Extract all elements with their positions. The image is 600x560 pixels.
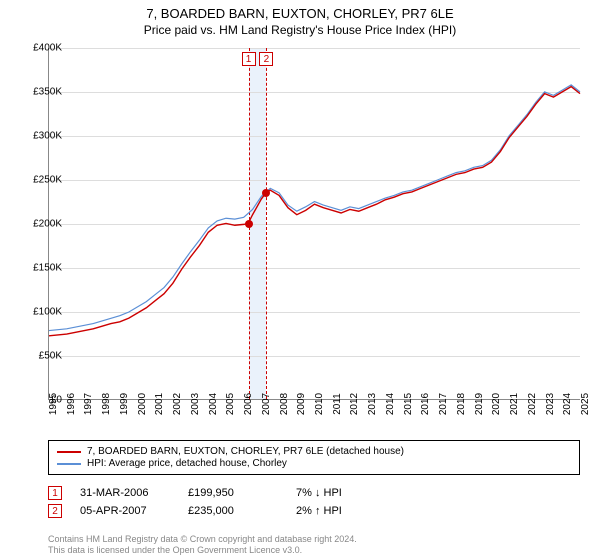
x-axis-label: 2021 <box>509 393 520 415</box>
y-axis-label: £250K <box>33 175 62 186</box>
series-hpi <box>49 85 580 331</box>
x-axis-label: 2008 <box>279 393 290 415</box>
transaction-row: 1 31-MAR-2006 £199,950 7% ↓ HPI <box>48 486 580 500</box>
x-axis-label: 2010 <box>314 393 325 415</box>
x-axis-label: 2014 <box>385 393 396 415</box>
footer-attribution: Contains HM Land Registry data © Crown c… <box>48 534 357 556</box>
x-axis-label: 2016 <box>420 393 431 415</box>
transaction-date: 05-APR-2007 <box>80 505 170 517</box>
transaction-index-box: 2 <box>48 504 62 518</box>
transaction-row: 2 05-APR-2007 £235,000 2% ↑ HPI <box>48 504 580 518</box>
x-axis-label: 2009 <box>296 393 307 415</box>
title-block: 7, BOARDED BARN, EUXTON, CHORLEY, PR7 6L… <box>0 0 600 39</box>
transaction-price: £235,000 <box>188 505 278 517</box>
transaction-dot <box>245 220 253 228</box>
x-axis-label: 2018 <box>456 393 467 415</box>
chart-subtitle: Price paid vs. HM Land Registry's House … <box>0 23 600 37</box>
footer-line-1: Contains HM Land Registry data © Crown c… <box>48 534 357 545</box>
x-axis-label: 2006 <box>243 393 254 415</box>
y-axis-label: £50K <box>39 351 62 362</box>
transaction-dot <box>262 189 270 197</box>
x-axis-label: 2002 <box>172 393 183 415</box>
y-axis-label: £150K <box>33 263 62 274</box>
series-subject <box>49 87 580 336</box>
transaction-price: £199,950 <box>188 487 278 499</box>
y-axis-label: £200K <box>33 219 62 230</box>
x-axis-label: 2023 <box>545 393 556 415</box>
footer-line-2: This data is licensed under the Open Gov… <box>48 545 357 556</box>
series-svg <box>49 48 580 399</box>
event-marker-1: 1 <box>242 52 256 66</box>
legend-swatch <box>57 463 81 465</box>
y-axis-label: £350K <box>33 87 62 98</box>
x-axis-label: 2012 <box>349 393 360 415</box>
legend-label: 7, BOARDED BARN, EUXTON, CHORLEY, PR7 6L… <box>87 446 404 457</box>
legend-label: HPI: Average price, detached house, Chor… <box>87 458 287 469</box>
transaction-delta: 2% ↑ HPI <box>296 505 386 517</box>
x-axis-label: 2024 <box>562 393 573 415</box>
transaction-index-box: 1 <box>48 486 62 500</box>
x-axis-label: 2025 <box>580 393 591 415</box>
x-axis-label: 2017 <box>438 393 449 415</box>
x-axis-label: 2005 <box>225 393 236 415</box>
legend: 7, BOARDED BARN, EUXTON, CHORLEY, PR7 6L… <box>48 440 580 475</box>
plot-area: 12 <box>48 48 580 400</box>
chart-container: 7, BOARDED BARN, EUXTON, CHORLEY, PR7 6L… <box>0 0 600 560</box>
x-axis-label: 2015 <box>403 393 414 415</box>
x-axis-label: 1997 <box>83 393 94 415</box>
y-axis-label: £100K <box>33 307 62 318</box>
transactions-table: 1 31-MAR-2006 £199,950 7% ↓ HPI 2 05-APR-2007… <box>48 482 580 522</box>
x-axis-label: 1999 <box>119 393 130 415</box>
x-axis-label: 2007 <box>261 393 272 415</box>
x-axis-label: 2022 <box>527 393 538 415</box>
x-axis-label: 2001 <box>154 393 165 415</box>
y-axis-label: £300K <box>33 131 62 142</box>
x-axis-label: 1996 <box>66 393 77 415</box>
x-axis-label: 2000 <box>137 393 148 415</box>
legend-row: HPI: Average price, detached house, Chor… <box>57 458 571 469</box>
event-marker-2: 2 <box>259 52 273 66</box>
x-axis-label: 2013 <box>367 393 378 415</box>
y-axis-label: £400K <box>33 43 62 54</box>
legend-swatch <box>57 451 81 453</box>
transaction-date: 31-MAR-2006 <box>80 487 170 499</box>
legend-row: 7, BOARDED BARN, EUXTON, CHORLEY, PR7 6L… <box>57 446 571 457</box>
x-axis-label: 1998 <box>101 393 112 415</box>
transaction-delta: 7% ↓ HPI <box>296 487 386 499</box>
x-axis-label: 1995 <box>48 393 59 415</box>
x-axis-label: 2019 <box>474 393 485 415</box>
x-axis-label: 2004 <box>208 393 219 415</box>
x-axis-label: 2003 <box>190 393 201 415</box>
chart-title: 7, BOARDED BARN, EUXTON, CHORLEY, PR7 6L… <box>0 6 600 21</box>
x-axis-label: 2020 <box>491 393 502 415</box>
x-axis-label: 2011 <box>332 393 343 415</box>
